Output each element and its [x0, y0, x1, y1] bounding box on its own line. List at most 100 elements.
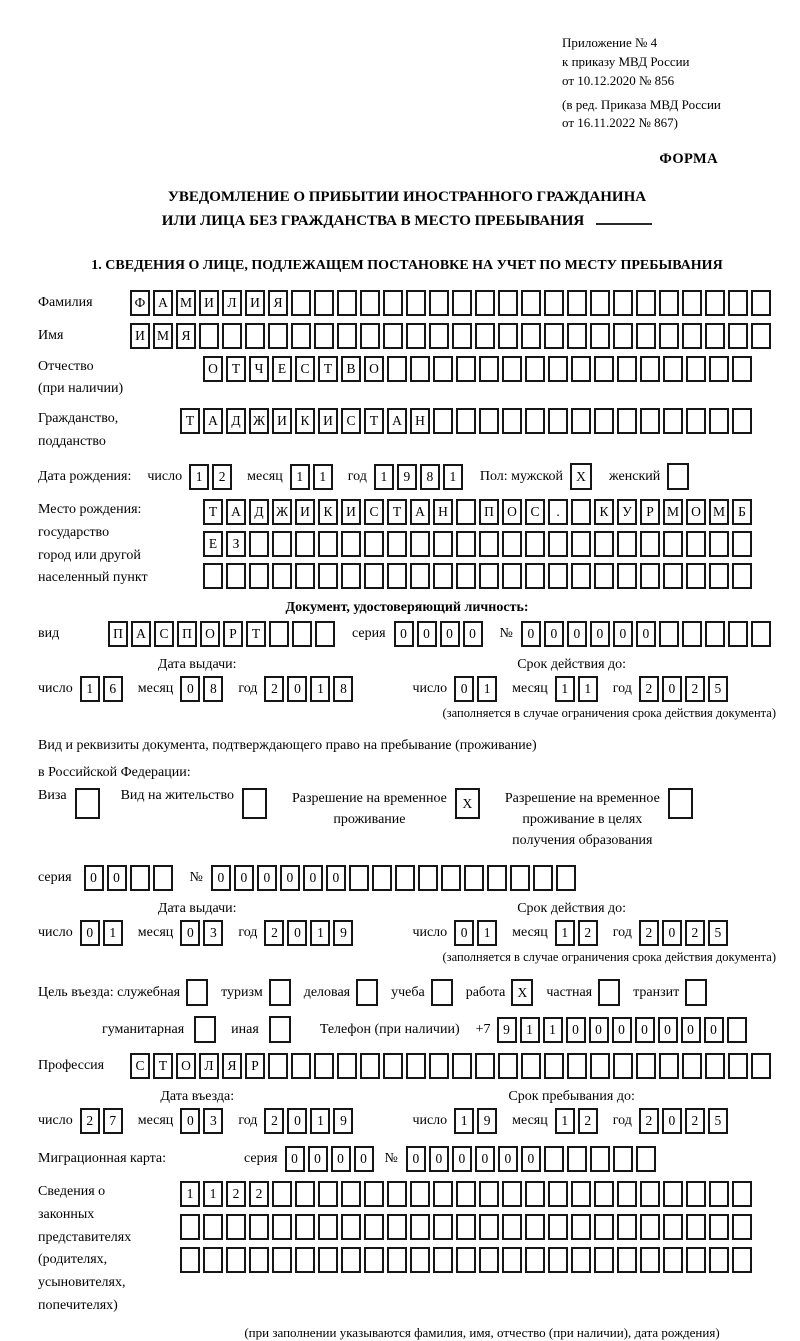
char-box: 2 [638, 920, 659, 947]
purpose-private-checkbox [598, 979, 623, 1007]
day-label: число [147, 468, 183, 484]
char-box [617, 1181, 637, 1208]
char-box [751, 322, 771, 349]
char-box [617, 1214, 637, 1241]
char-box [360, 289, 380, 316]
char-box: Я [222, 1053, 242, 1080]
birthplace-row: Место рождения: государство город или др… [38, 499, 776, 590]
char-box [751, 1053, 771, 1080]
doc-series-label: серия [352, 626, 386, 642]
char-box [429, 322, 449, 349]
char-box [567, 322, 587, 349]
char-box [589, 1146, 610, 1173]
representatives-note: (при заполнении указываются фамилия, имя… [244, 1325, 720, 1341]
char-box [705, 1053, 725, 1080]
char-box [567, 1053, 587, 1080]
char-box [433, 531, 453, 558]
char-box [640, 1181, 660, 1208]
char-box: С [154, 621, 174, 648]
char-box [456, 1247, 476, 1274]
resid-doc-type-row: Виза Вид на жительство Разрешение на вре… [38, 788, 776, 851]
char-box [249, 1247, 269, 1274]
char-box [475, 1053, 495, 1080]
char-box [617, 563, 637, 590]
char-box [406, 289, 426, 316]
char-box [594, 531, 614, 558]
char-box [571, 563, 591, 590]
sex-male-label: Пол: мужской [479, 468, 564, 484]
char-box [509, 865, 530, 892]
year-label: год [612, 1113, 632, 1129]
char-box [548, 531, 568, 558]
char-box [456, 355, 476, 382]
char-box: Р [640, 499, 660, 526]
char-box [594, 563, 614, 590]
purpose-label: Цель въезда: служебная [38, 984, 181, 1000]
char-box: 2 [577, 1108, 598, 1135]
char-box: К [318, 499, 338, 526]
char-box [456, 531, 476, 558]
char-box [410, 531, 430, 558]
char-box [705, 322, 725, 349]
form-title-line1: УВЕДОМЛЕНИЕ О ПРИБЫТИИ ИНОСТРАННОГО ГРАЖ… [167, 189, 647, 206]
char-box: 9 [396, 463, 417, 490]
char-box [456, 1181, 476, 1208]
char-box [456, 499, 476, 526]
char-box [360, 1053, 380, 1080]
char-box: 3 [203, 1108, 224, 1135]
char-box [709, 563, 729, 590]
char-box: Т [246, 621, 266, 648]
char-box [295, 531, 315, 558]
char-box [479, 563, 499, 590]
char-box [272, 531, 292, 558]
char-box [726, 1016, 747, 1043]
migr-series-label: серия [244, 1151, 278, 1167]
char-box: 1 [577, 676, 598, 703]
char-box [659, 322, 679, 349]
month-label: месяц [137, 925, 174, 941]
char-box: 2 [638, 676, 659, 703]
char-box [732, 408, 752, 435]
char-box [364, 1247, 384, 1274]
doc-type-label: вид [38, 626, 60, 642]
title-blank-line [596, 209, 653, 226]
char-box [590, 289, 610, 316]
char-box [640, 1247, 660, 1274]
char-box: 2 [226, 1181, 246, 1208]
char-box [410, 1214, 430, 1241]
char-box [383, 289, 403, 316]
char-box: О [686, 499, 706, 526]
char-box [732, 355, 752, 382]
temp-residence-edu-checkbox [667, 788, 696, 820]
char-box [433, 408, 453, 435]
char-box [636, 289, 656, 316]
char-box [387, 563, 407, 590]
char-box [548, 1181, 568, 1208]
citizenship-label: Гражданство, подданство [38, 411, 119, 449]
char-box [348, 865, 369, 892]
char-box [291, 322, 311, 349]
char-box [617, 531, 637, 558]
day-label: число [412, 925, 448, 941]
char-box: Ж [249, 408, 269, 435]
char-box: 0 [279, 865, 300, 892]
char-box [686, 1214, 706, 1241]
char-box [433, 1181, 453, 1208]
char-box [617, 355, 637, 382]
char-box [590, 322, 610, 349]
sex-female-checkbox [667, 463, 692, 491]
char-box: А [387, 408, 407, 435]
char-box [686, 1181, 706, 1208]
char-box [566, 1146, 587, 1173]
